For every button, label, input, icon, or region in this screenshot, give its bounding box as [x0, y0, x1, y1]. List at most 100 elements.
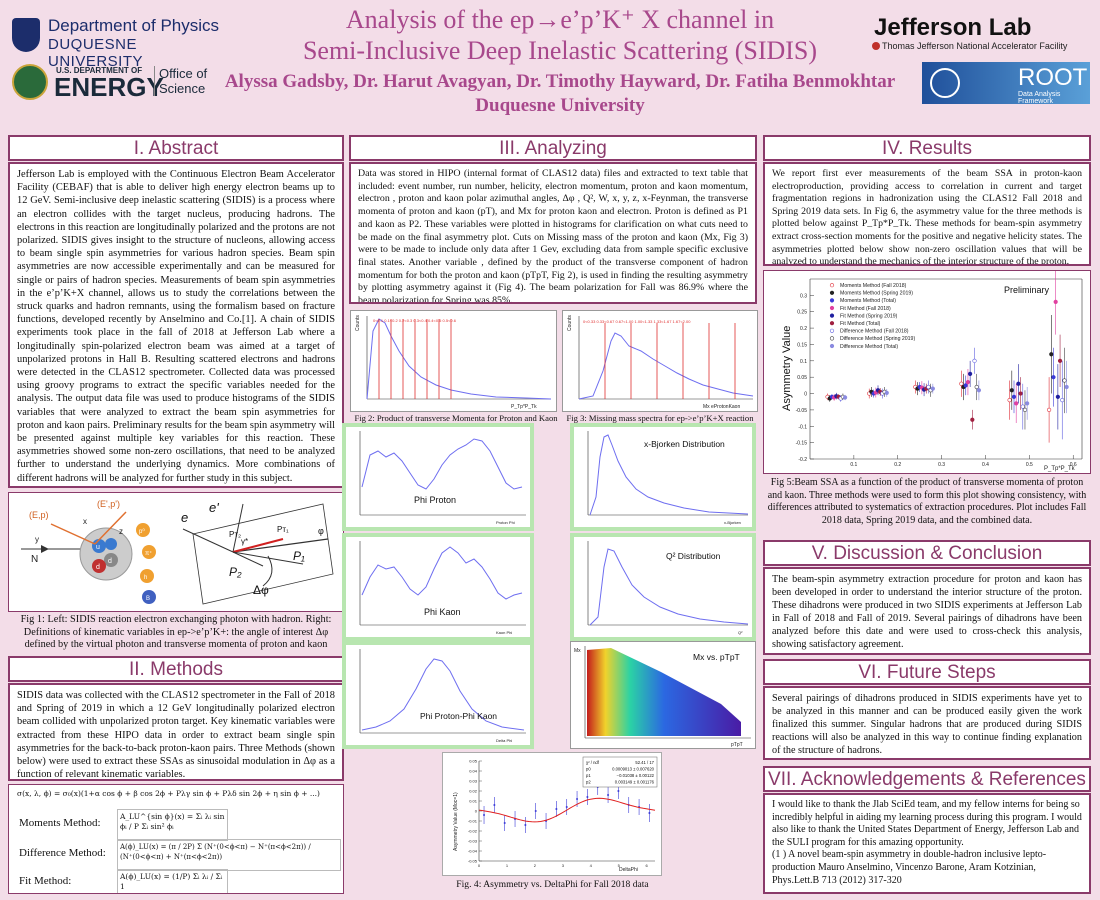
fig5-caption: Fig 5:Beam SSA as a function of the prod…	[767, 477, 1087, 526]
fig4-point	[586, 796, 589, 798]
poster-authors: Alyssa Gadsby, Dr. Harut Avagyan, Dr. Ti…	[224, 71, 896, 92]
fig5-ytick-label: -0.2	[798, 457, 807, 463]
fig5-legend-marker	[829, 321, 835, 326]
fig5-point	[1057, 358, 1063, 363]
fig5-ytick-label: 0.2	[800, 326, 807, 332]
moments-method-formula: A_LU^{sin ϕ}(x) = Σᵢ λᵢ sin ϕᵢ / P Σᵢ si…	[117, 809, 228, 841]
xbj-graph: x-Bjorken Distribution x-Bjorken	[570, 423, 756, 531]
fig1-label-p0: p⁰	[139, 528, 145, 535]
doe-big-text: ENERGY	[54, 72, 164, 102]
fig5-title: Preliminary	[1004, 285, 1050, 295]
discussion-heading: V. Discussion & Conclusion	[763, 540, 1091, 566]
jlab-logo: Jefferson Lab Thomas Jefferson National …	[868, 14, 1096, 54]
doe-seal-icon	[12, 64, 48, 100]
fit-method-formula: A(ϕ)_LU(x) = (1/P) Σᵢ λᵢ / Σᵢ 1	[117, 869, 228, 893]
fig5-legend-entry: Fit Method (Fall 2018)	[840, 306, 891, 312]
fig5-legend-marker	[829, 305, 835, 311]
fig4-fit-curve	[478, 797, 656, 823]
fig4-xtick-label: 2	[534, 863, 537, 868]
fig5-chart: -0.2 -0.15 -0.1 -0.05 0 0.05 0.1 0.15 0.2 0.25 0.3…	[781, 271, 1083, 472]
fig4-ytick-label: 0.05	[469, 759, 478, 764]
poster-title-line2: Semi-Inclusive Deep Inelastic Scattering…	[302, 36, 818, 65]
fig4-point	[648, 812, 651, 814]
fig1-right-diagram: e e' γ* Pᴛ₂ Pᴛ₁ P₂ P₁ Δφ φ	[181, 500, 334, 605]
fig5-xtick-label: 0.3	[938, 462, 945, 468]
fig5-point	[1025, 401, 1030, 406]
fig2-graph: Counts 0<0.1 0.1<0.2 0.2<0.3 0.3<0.4 0.4…	[350, 310, 557, 412]
fig4-ytick-label: -0.01	[468, 819, 478, 824]
fig3-bin-labels: 0<0.33 0.33<0.67 0.67<1.00 1.00<1.33 1.3…	[583, 319, 691, 324]
mx-pt-label: Mx vs. pTpT	[693, 652, 740, 662]
fig4-xtick-label: 5	[618, 863, 621, 868]
fig5-xtick-label: 0.1	[850, 462, 857, 468]
fig1-label-p2: P₂	[229, 565, 242, 579]
fig4-ytick-label: -0.03	[468, 839, 478, 844]
fig5-xtick-label: 0.2	[894, 462, 901, 468]
fig1-label-z: z	[119, 527, 123, 536]
formula-cross-section: σ(x, λ, ϕ) = σ₀(x)(1+α cos ϕ + β cos 2ϕ …	[17, 789, 320, 798]
duquesne-logo: Department of Physics DUQUESNE UNIVERSIT…	[8, 14, 233, 70]
fig4-ytick-label: -0.04	[468, 849, 478, 854]
fig4-point	[493, 804, 496, 806]
fig1-left-diagram: (E,p) (E',p') y x z N u d d p⁰ π⁺ h B	[21, 499, 156, 604]
abstract-text: Jefferson Lab is employed with the Conti…	[8, 162, 344, 488]
root-symbol-icon	[930, 68, 960, 98]
fig5-point	[884, 390, 889, 395]
results-heading: IV. Results	[763, 135, 1091, 161]
fig5-point	[1011, 394, 1017, 399]
fig4-ytick-label: -0.05	[468, 859, 478, 864]
fig5-legend-entry: Difference Method (Total)	[840, 344, 898, 350]
fig2-bin-labels: 0<0.1 0.1<0.2 0.2<0.3 0.3<0.4 0.4<0.5 0.…	[373, 318, 457, 323]
mx-pt-graph: Mx vs. pTpT Mx pTpT	[570, 641, 756, 749]
fig5-xtick-label: 0.4	[982, 462, 989, 468]
q2-label: Q² Distribution	[666, 551, 721, 561]
fig3-xlabel: Mx eProtonKaon	[703, 404, 740, 410]
fig5-point	[1022, 407, 1028, 413]
doe-logo: U.S. DEPARTMENT OF ENERGY Office of Scie…	[8, 62, 208, 104]
difference-method-label: Difference Method:	[19, 847, 106, 859]
moments-method-label: Moments Method:	[19, 817, 101, 829]
fig1-label-gamma: γ*	[241, 537, 248, 546]
poster-title-line1: Analysis of the ep→e’p’K⁺ X channel in	[345, 5, 775, 34]
xbj-axis: x-Bjorken	[724, 520, 741, 525]
fig1-label-h: h	[144, 575, 147, 581]
fig1-label-pi: π⁺	[145, 550, 152, 557]
fig5-point	[959, 381, 964, 386]
fig4-stat-name: χ² / ndf	[586, 760, 600, 765]
fig5-point	[970, 417, 975, 422]
fig4-xtick-label: 6	[646, 863, 649, 868]
fig5-point	[1053, 299, 1058, 305]
fig5-point	[842, 395, 848, 400]
fig4-xtick-label: 1	[506, 863, 509, 868]
fig4-xtick-label: 3	[562, 863, 565, 868]
fig5-legend-marker	[829, 290, 835, 295]
fig4-stat-value: 52.41 / 17	[635, 760, 654, 765]
fig4-xtick-label: 0	[478, 863, 481, 868]
analyzing-text: Data was stored in HIPO (internal format…	[349, 162, 757, 304]
pt-axis-label: pTpT	[731, 742, 743, 748]
root-logo: ROOT Data Analysis Framework	[922, 62, 1090, 105]
fig5-legend-marker	[829, 328, 835, 333]
discussion-text: The beam-spin asymmetry extraction proce…	[763, 567, 1091, 655]
fig1-label-d2: d	[96, 564, 100, 571]
fig5-legend-marker	[829, 313, 835, 318]
future-heading: VI. Future Steps	[763, 659, 1091, 685]
fig5-ytick-label: -0.05	[796, 408, 808, 414]
jlab-sub-text: Thomas Jefferson National Accelerator Fa…	[882, 41, 1068, 51]
fig4-stat-name: p0	[586, 767, 591, 772]
fig5-point	[1018, 391, 1023, 396]
fig1-label-y: y	[35, 535, 39, 544]
ack-heading: VII. Acknowledgements & References	[763, 766, 1091, 792]
fig5-legend-entry: Moments Method (Total)	[840, 298, 896, 304]
fig4-ytick-label: 0.02	[469, 789, 478, 794]
fig4-point	[617, 790, 620, 792]
fig5-point	[972, 358, 977, 363]
fig4-ylabel: Asymmetry Value (Moc=1)	[453, 792, 459, 851]
fig5-ytick-label: 0.15	[797, 342, 807, 348]
fig5-point	[926, 384, 931, 390]
methods-formulas-panel: σ(x, λ, ϕ) = σ₀(x)(1+α cos ϕ + β cos 2ϕ …	[8, 784, 344, 894]
fig5-xtick-label: 0.6	[1070, 462, 1077, 468]
fig1-label-x: x	[83, 517, 87, 526]
abstract-heading: I. Abstract	[8, 135, 344, 161]
doe-office-text: Office of Science	[154, 66, 219, 96]
